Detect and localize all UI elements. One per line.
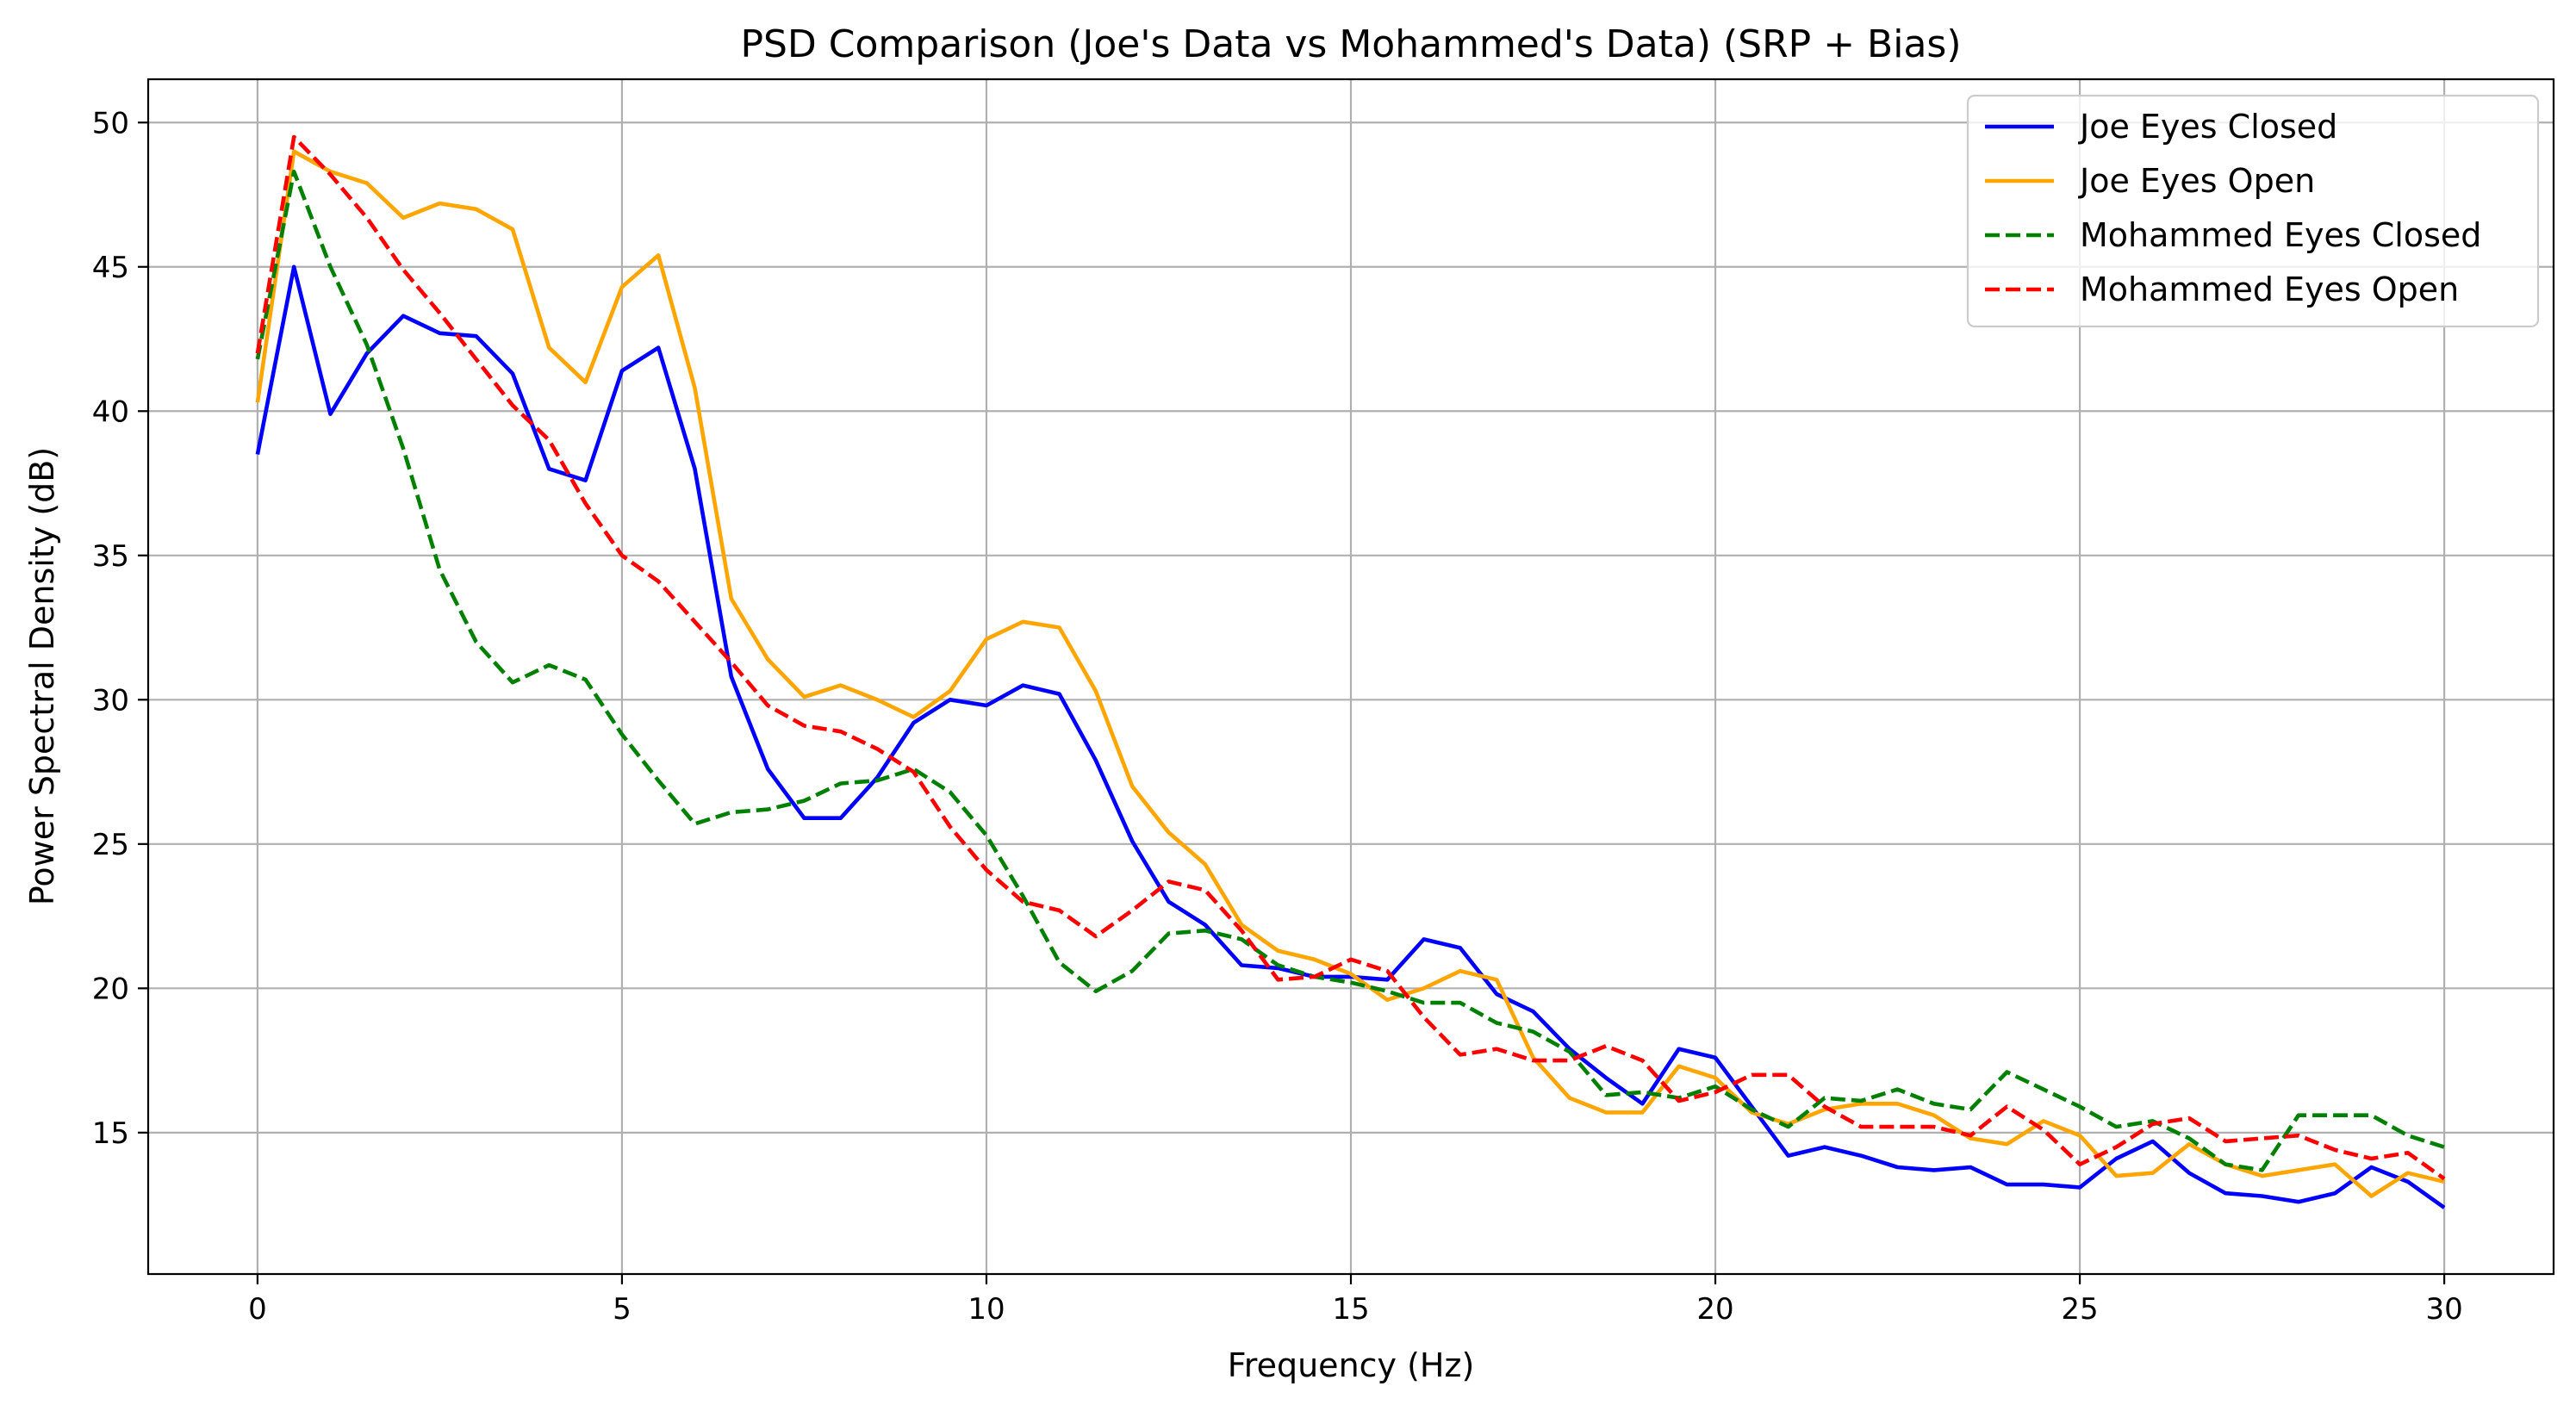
chart-title: PSD Comparison (Joe's Data vs Mohammed's… [740,22,1961,66]
legend-label: Mohammed Eyes Closed [2080,216,2481,254]
y-tick-label: 40 [92,395,129,429]
series-line-joe-eyes-closed [255,264,2446,1209]
x-tick-label: 5 [613,1292,632,1327]
y-tick-label: 30 [92,683,129,718]
y-tick-label: 45 [92,251,129,285]
x-tick-label: 0 [248,1292,267,1327]
series-line-joe-eyes-open [255,149,2445,1198]
y-tick-label: 35 [92,539,129,574]
y-tick-label: 25 [92,828,129,862]
x-tick-label: 20 [1696,1292,1733,1327]
legend-label: Joe Eyes Closed [2078,108,2337,146]
x-tick-label: 10 [968,1292,1005,1327]
grid [148,79,2554,1274]
legend-box [1966,94,2540,328]
y-tick-label: 50 [92,106,129,140]
series-line-mohammed-eyes-closed [255,169,2445,1172]
x-axis-label: Frequency (Hz) [1228,1346,1475,1384]
y-axis-label: Power Spectral Density (dB) [23,447,61,905]
axis-ticks: 0 5 10 15 20 25 30 15 20 25 30 35 40 45 50 [92,106,2463,1327]
legend-label: Mohammed Eyes Open [2080,270,2459,308]
y-tick-label: 20 [92,972,129,1006]
series-line-mohammed-eyes-open [255,134,2446,1181]
x-tick-label: 25 [2061,1292,2098,1327]
legend-label: Joe Eyes Open [2078,162,2315,200]
x-tick-label: 30 [2425,1292,2462,1327]
series-lines [255,134,2446,1209]
x-tick-label: 15 [1332,1292,1369,1327]
y-tick-label: 15 [92,1116,129,1151]
legend: Joe Eyes Closed Joe Eyes Open Mohammed Eye… [1966,94,2540,328]
